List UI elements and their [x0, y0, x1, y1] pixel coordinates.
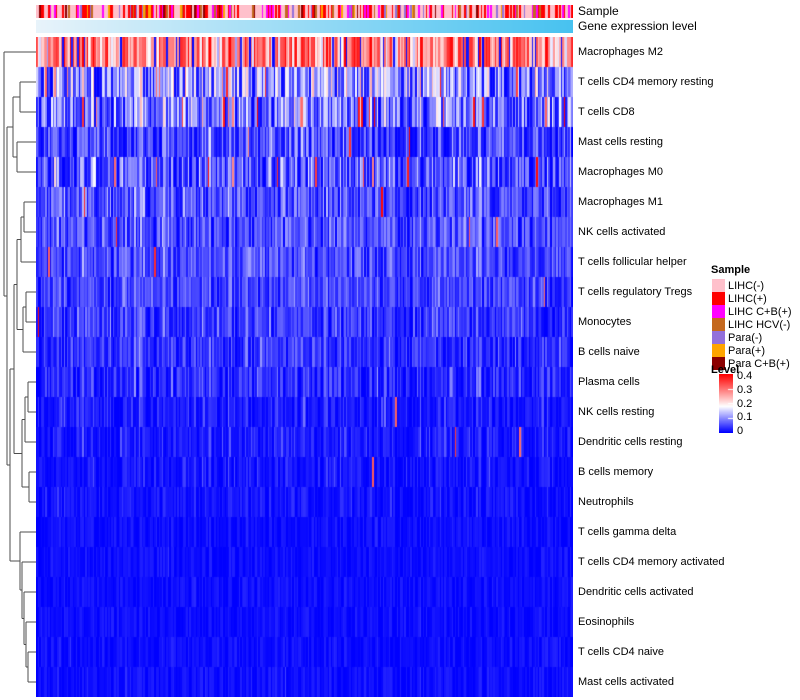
row-label: Dendritic cells resting: [578, 436, 683, 448]
legend-item: LIHC HCV(-): [712, 318, 790, 331]
row-label: T cells follicular helper: [578, 256, 687, 268]
row-label: B cells naive: [578, 346, 640, 358]
legend-swatch: [712, 357, 725, 370]
row-label: NK cells activated: [578, 226, 666, 238]
row-label: Macrophages M0: [578, 166, 663, 178]
row-label: Macrophages M2: [578, 46, 663, 58]
level-tick: 0.1: [737, 411, 753, 423]
row-label: Mast cells activated: [578, 676, 674, 688]
row-label: NK cells resting: [578, 406, 655, 418]
legend-swatch: [712, 344, 725, 357]
legend-item: LIHC(+): [712, 292, 767, 305]
legend-item-label: LIHC HCV(-): [728, 318, 791, 331]
level-tick: 0: [737, 425, 744, 437]
level-tick: 0.2: [737, 398, 753, 410]
row-dendrogram: [3, 51, 36, 683]
legend-item-label: LIHC C+B(+): [728, 305, 792, 318]
gene-annotation-label: Gene expression level: [578, 19, 697, 33]
row-label: Plasma cells: [578, 376, 640, 388]
row-label: Monocytes: [578, 316, 632, 328]
legend-swatch: [712, 305, 725, 318]
legend-item: Para(-): [712, 331, 762, 344]
row-label: T cells CD4 naive: [578, 646, 664, 658]
legend-item-label: Para(+): [728, 344, 765, 357]
legend-item-label: LIHC(-): [728, 279, 765, 292]
level-tick: 0.3: [737, 384, 753, 396]
row-label: T cells gamma delta: [578, 526, 677, 538]
legend-item-label: Para C+B(+): [728, 357, 790, 370]
row-label: T cells CD4 memory activated: [578, 556, 725, 568]
row-label: Neutrophils: [578, 496, 634, 508]
legend-level-title: Level: [711, 364, 740, 376]
sample-annotation-label: Sample: [578, 4, 619, 18]
legend-swatch: [712, 279, 725, 292]
level-tick: 0.4: [737, 370, 753, 382]
legend-swatch: [712, 292, 725, 305]
row-label: Macrophages M1: [578, 196, 663, 208]
level-gradient-bar: [719, 374, 733, 433]
legend-item: Para(+): [712, 344, 765, 357]
sample-annotation-bar: [36, 5, 573, 18]
gene-expression-annotation-bar: [36, 20, 573, 33]
legend-item: Para C+B(+): [712, 357, 790, 370]
row-label: Mast cells resting: [578, 136, 663, 148]
legend-item-label: LIHC(+): [728, 292, 767, 305]
legend-item: LIHC(-): [712, 279, 764, 292]
row-label: Eosinophils: [578, 616, 635, 628]
row-label: Dendritic cells activated: [578, 586, 694, 598]
row-label: T cells regulatory Tregs: [578, 286, 693, 298]
heatmap-canvas: [36, 37, 573, 697]
row-label: T cells CD8: [578, 106, 635, 118]
legend-swatch: [712, 318, 725, 331]
row-label: T cells CD4 memory resting: [578, 76, 714, 88]
row-label: B cells memory: [578, 466, 654, 478]
legend-swatch: [712, 331, 725, 344]
legend-item: LIHC C+B(+): [712, 305, 792, 318]
legend-item-label: Para(-): [728, 331, 763, 344]
legend-sample-title: Sample: [711, 264, 751, 276]
